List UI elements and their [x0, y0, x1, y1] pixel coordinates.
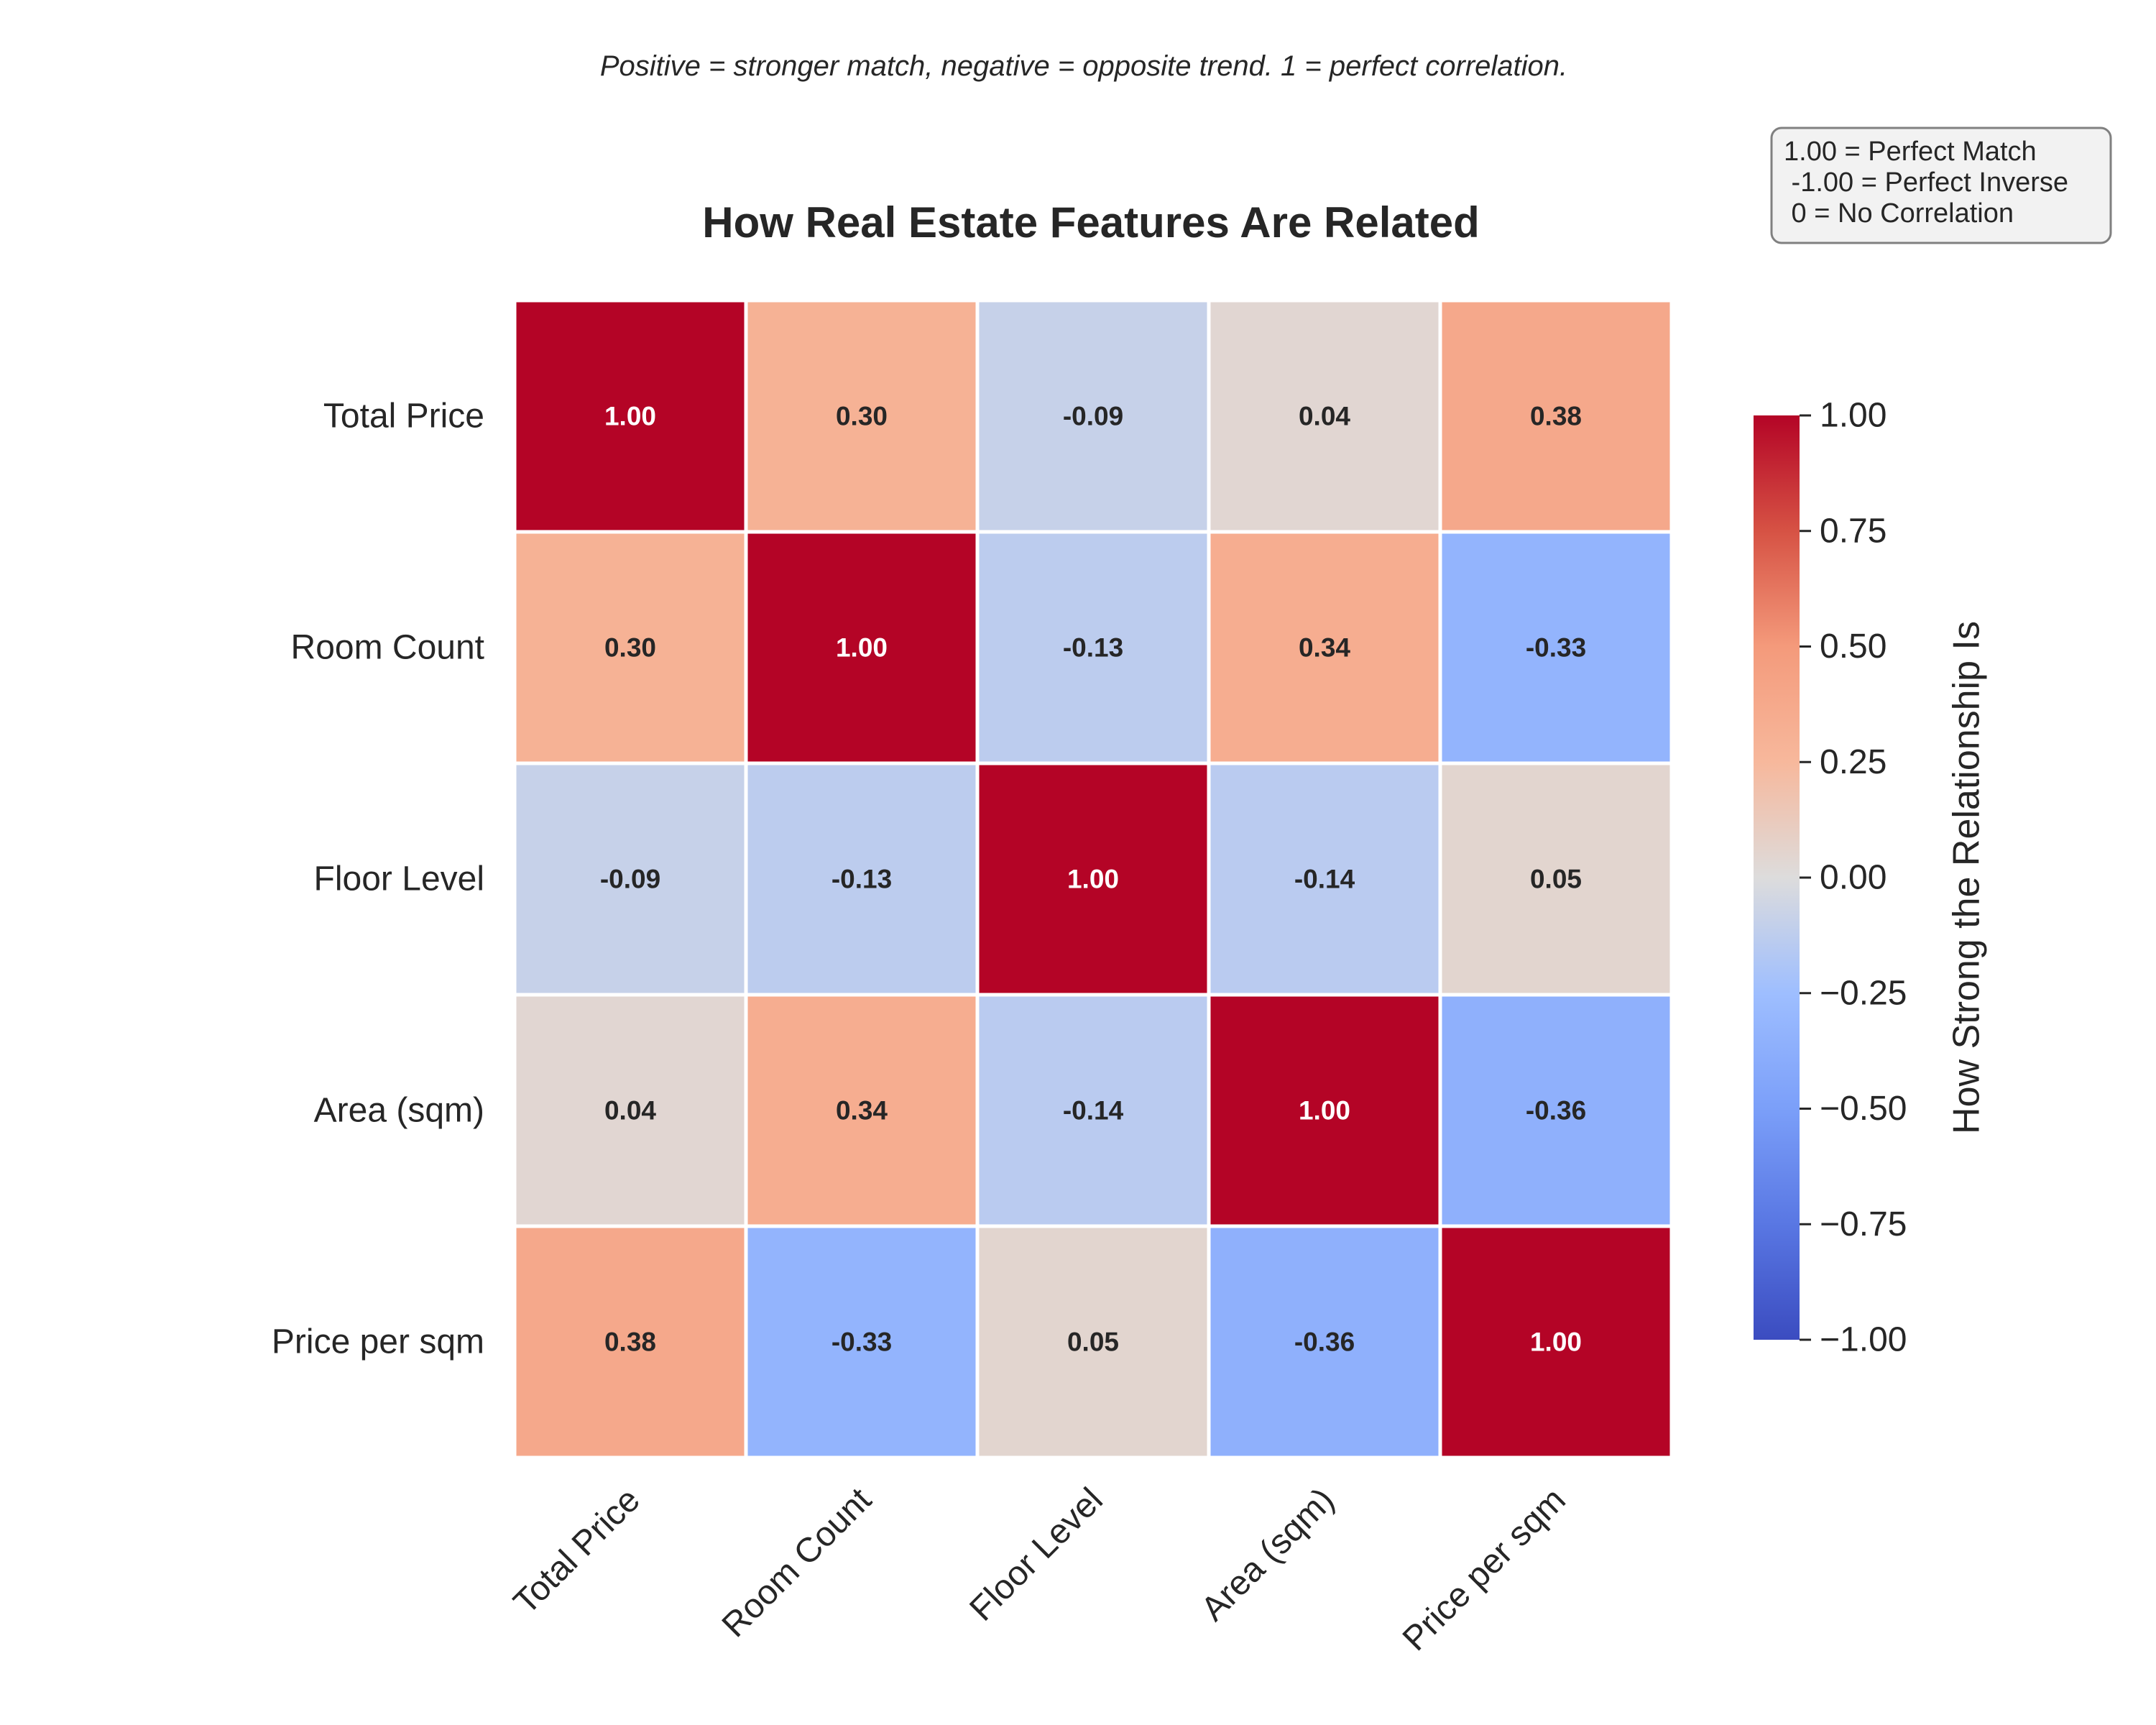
cell-value-label: 0.38 [604, 1328, 656, 1357]
heatmap-cell [975, 530, 1211, 765]
heatmap-cell [975, 761, 1211, 997]
colorbar: 1.00 0.75 0.50 0.25 0.00 −0.25 −0.50 −0.75 −1.00… [1754, 397, 1988, 1359]
heatmap-cell [744, 993, 980, 1228]
cell-value-label: 0.05 [1530, 865, 1582, 894]
x-tick-labels: Total Price Room Count Floor Level Area (sq… [507, 1481, 1573, 1658]
heatmap-cell [1438, 761, 1674, 997]
x-tick-label: Area (sqm) [1194, 1481, 1341, 1628]
heatmap-cell [744, 1224, 980, 1460]
heatmap-cell [1207, 530, 1442, 765]
heatmap-annotations: 1.00 0.30 -0.09 0.04 0.38 0.30 1.00 -0.13 0.34 -0… [600, 402, 1586, 1357]
cell-value-label: -0.36 [1294, 1328, 1355, 1357]
cell-value-label: -0.33 [831, 1328, 892, 1357]
colorbar-label: How Strong the Relationship Is [1946, 621, 1988, 1134]
y-tick-label: Price per sqm [272, 1323, 484, 1361]
cell-value-label: -0.09 [1063, 402, 1123, 431]
colorbar-tick-label: −0.50 [1820, 1090, 1907, 1128]
cell-value-label: -0.14 [1063, 1096, 1124, 1126]
heatmap-cell [1438, 993, 1674, 1228]
heatmap-cell [975, 993, 1211, 1228]
cell-value-label: 1.00 [604, 402, 656, 431]
heatmap-cells [512, 298, 1674, 1460]
heatmap-cell [744, 761, 980, 997]
cell-value-label: 1.00 [1530, 1328, 1582, 1357]
y-tick-label: Room Count [291, 629, 484, 667]
cell-value-label: 0.34 [1299, 633, 1350, 663]
heatmap-cell [1438, 530, 1674, 765]
heatmap-cell [512, 1224, 748, 1460]
x-tick-label: Price per sqm [1396, 1481, 1573, 1658]
chart-title: How Real Estate Features Are Related [702, 198, 1480, 247]
x-tick-label: Room Count [715, 1481, 879, 1644]
colorbar-tick-label: 0.50 [1820, 627, 1886, 666]
colorbar-gradient [1754, 415, 1800, 1340]
cell-value-label: -0.14 [1294, 865, 1355, 894]
heatmap-cell [744, 298, 980, 534]
cell-value-label: 1.00 [1067, 865, 1119, 894]
legend-line-2: -1.00 = Perfect Inverse [1784, 167, 2068, 198]
colorbar-tick-label: 0.25 [1820, 743, 1886, 781]
legend-frame [1770, 126, 2112, 244]
cell-value-label: -0.09 [600, 865, 660, 894]
colorbar-tick-label: 0.75 [1820, 512, 1886, 550]
heatmap-cell [744, 530, 980, 765]
cell-value-label: 1.00 [1299, 1096, 1350, 1126]
x-tick-label: Floor Level [962, 1481, 1110, 1628]
y-tick-label: Floor Level [314, 860, 484, 898]
heatmap-cell [512, 993, 748, 1228]
cell-value-label: -0.33 [1526, 633, 1586, 663]
colorbar-tick-label: −0.75 [1820, 1205, 1907, 1243]
y-tick-label: Area (sqm) [314, 1092, 484, 1130]
cell-value-label: -0.13 [831, 865, 892, 894]
legend-box: 1.00 = Perfect Match -1.00 = Perfect Inv… [1770, 126, 2112, 244]
heatmap-cell [1207, 993, 1442, 1228]
cell-value-label: -0.36 [1526, 1096, 1586, 1126]
y-tick-labels: Total Price Room Count Floor Level Area (sq… [272, 397, 484, 1361]
cell-value-label: 0.34 [836, 1096, 888, 1126]
colorbar-tick-label: 0.00 [1820, 859, 1886, 897]
cell-value-label: 0.04 [604, 1096, 656, 1126]
heatmap-cell [975, 1224, 1211, 1460]
cell-value-label: 0.30 [836, 402, 888, 431]
x-tick-label: Total Price [507, 1481, 648, 1622]
legend-line-3: 0 = No Correlation [1784, 198, 2014, 229]
heatmap-cell [512, 298, 748, 534]
legend-line-1: 1.00 = Perfect Match [1784, 137, 2037, 167]
chart-subtitle: Positive = stronger match, negative = op… [600, 50, 1567, 82]
y-tick-label: Total Price [323, 397, 484, 436]
heatmap-cell [975, 298, 1211, 534]
colorbar-tick-label: −1.00 [1820, 1321, 1907, 1359]
cell-value-label: -0.13 [1063, 633, 1123, 663]
heatmap-cell [1207, 1224, 1442, 1460]
heatmap-cell [1207, 761, 1442, 997]
cell-value-label: 0.05 [1067, 1328, 1119, 1357]
colorbar-tick-label: 1.00 [1820, 397, 1886, 435]
cell-value-label: 1.00 [836, 633, 888, 663]
cell-value-label: 0.04 [1299, 402, 1350, 431]
cell-value-label: 0.38 [1530, 402, 1582, 431]
cell-value-label: 0.30 [604, 633, 656, 663]
colorbar-tick-label: −0.25 [1820, 974, 1907, 1012]
colorbar-ticks: 1.00 0.75 0.50 0.25 0.00 −0.25 −0.50 −0.75 −1.00 [1800, 397, 1907, 1359]
heatmap-cell [1438, 1224, 1674, 1460]
